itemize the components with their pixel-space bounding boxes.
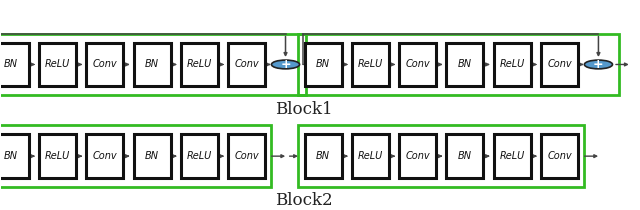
Circle shape [584,60,612,69]
Text: ReLU: ReLU [45,151,70,161]
Text: ReLU: ReLU [187,59,212,70]
Text: BN: BN [3,151,17,161]
Text: Conv: Conv [234,59,259,70]
Text: Block2: Block2 [275,193,332,210]
FancyBboxPatch shape [447,134,483,178]
Text: Block1: Block1 [275,101,332,118]
Text: BN: BN [145,151,159,161]
FancyBboxPatch shape [180,43,218,86]
FancyBboxPatch shape [86,43,124,86]
Text: BN: BN [458,59,472,70]
Text: Conv: Conv [547,151,572,161]
Text: ReLU: ReLU [500,151,525,161]
FancyBboxPatch shape [493,43,531,86]
FancyBboxPatch shape [0,43,29,86]
Text: BN: BN [458,151,472,161]
FancyBboxPatch shape [228,43,265,86]
FancyBboxPatch shape [39,43,76,86]
FancyBboxPatch shape [134,43,171,86]
Text: BN: BN [316,151,330,161]
FancyBboxPatch shape [352,43,389,86]
FancyBboxPatch shape [134,134,171,178]
Text: Conv: Conv [405,151,430,161]
FancyBboxPatch shape [399,43,436,86]
Text: +: + [593,58,604,71]
Text: ReLU: ReLU [358,59,383,70]
FancyBboxPatch shape [228,134,265,178]
FancyBboxPatch shape [305,134,342,178]
FancyBboxPatch shape [39,134,76,178]
FancyBboxPatch shape [305,43,342,86]
Text: +: + [280,58,291,71]
Text: Conv: Conv [234,151,259,161]
Text: Conv: Conv [547,59,572,70]
Text: BN: BN [316,59,330,70]
Text: Conv: Conv [405,59,430,70]
FancyBboxPatch shape [0,134,29,178]
FancyBboxPatch shape [493,134,531,178]
Text: BN: BN [3,59,17,70]
FancyBboxPatch shape [180,134,218,178]
Text: ReLU: ReLU [187,151,212,161]
Text: ReLU: ReLU [45,59,70,70]
Text: Conv: Conv [92,151,117,161]
Text: ReLU: ReLU [500,59,525,70]
Circle shape [271,60,300,69]
FancyBboxPatch shape [399,134,436,178]
FancyBboxPatch shape [541,43,578,86]
FancyBboxPatch shape [447,43,483,86]
FancyBboxPatch shape [86,134,124,178]
Text: ReLU: ReLU [358,151,383,161]
Text: BN: BN [145,59,159,70]
Text: Conv: Conv [92,59,117,70]
FancyBboxPatch shape [352,134,389,178]
FancyBboxPatch shape [541,134,578,178]
